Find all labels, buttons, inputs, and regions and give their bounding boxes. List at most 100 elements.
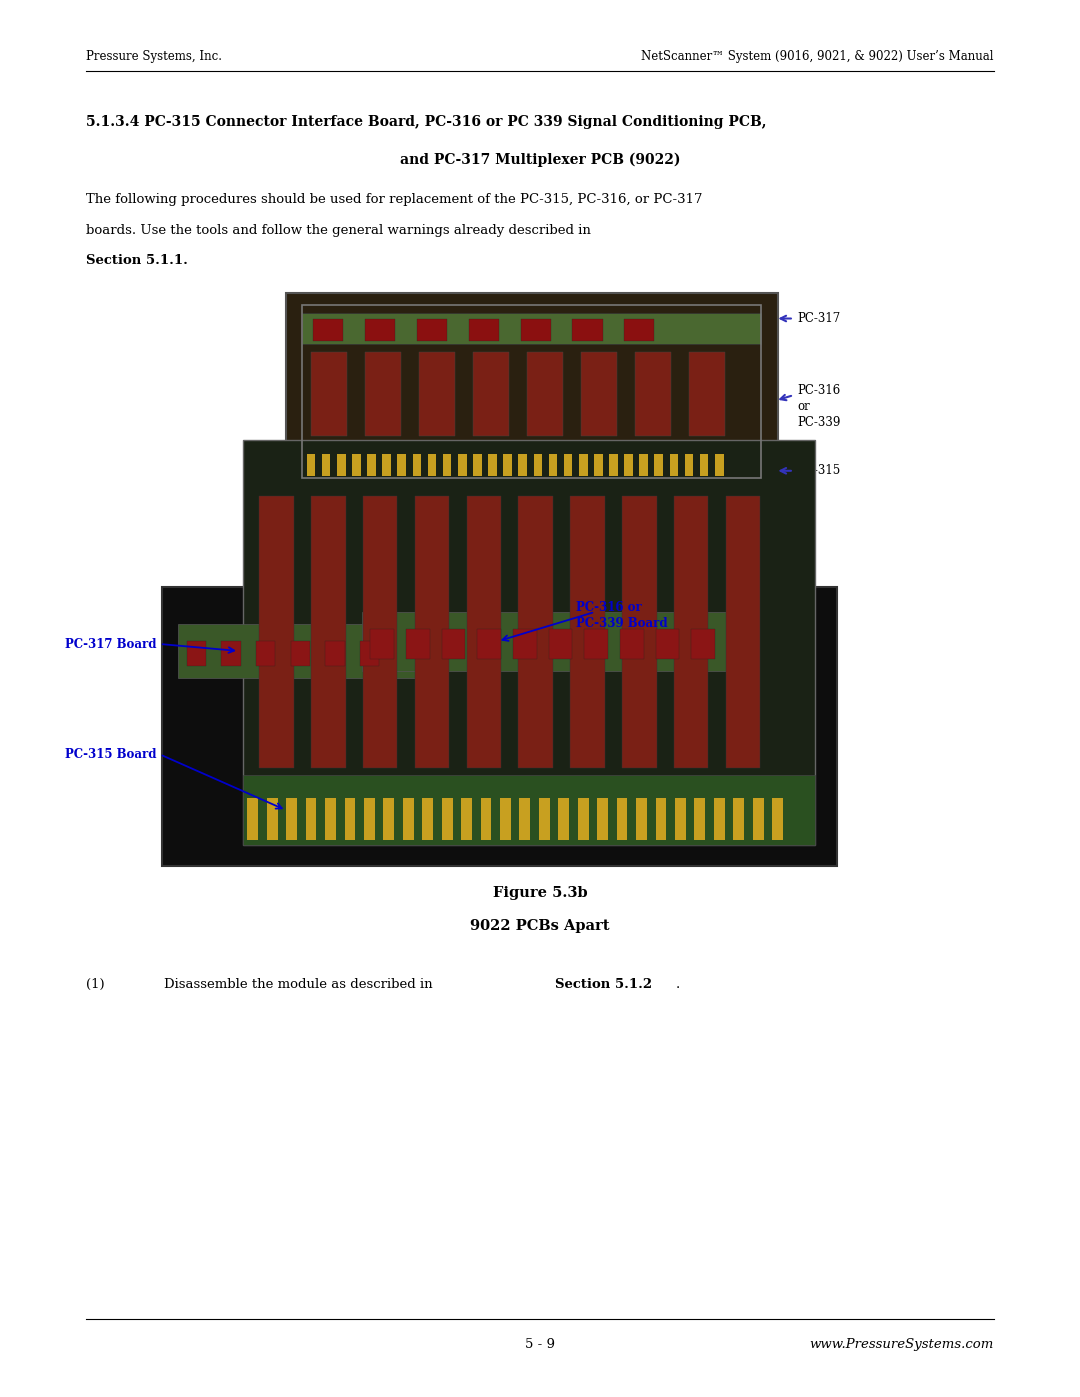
Text: Figure 5.3b: Figure 5.3b bbox=[492, 886, 588, 900]
Text: PC-315: PC-315 bbox=[797, 464, 840, 478]
FancyBboxPatch shape bbox=[477, 629, 501, 659]
FancyBboxPatch shape bbox=[467, 496, 501, 768]
FancyBboxPatch shape bbox=[597, 798, 608, 840]
FancyBboxPatch shape bbox=[443, 454, 451, 476]
FancyBboxPatch shape bbox=[594, 454, 603, 476]
FancyBboxPatch shape bbox=[564, 454, 572, 476]
FancyBboxPatch shape bbox=[302, 313, 761, 344]
FancyBboxPatch shape bbox=[365, 352, 401, 436]
FancyBboxPatch shape bbox=[584, 629, 608, 659]
Text: PC-315 Board: PC-315 Board bbox=[65, 747, 157, 761]
FancyBboxPatch shape bbox=[247, 798, 258, 840]
FancyBboxPatch shape bbox=[689, 352, 725, 436]
FancyBboxPatch shape bbox=[558, 798, 569, 840]
Text: 5 - 9: 5 - 9 bbox=[525, 1338, 555, 1351]
FancyBboxPatch shape bbox=[286, 293, 778, 489]
FancyBboxPatch shape bbox=[307, 454, 315, 476]
FancyBboxPatch shape bbox=[518, 496, 553, 768]
FancyBboxPatch shape bbox=[458, 454, 467, 476]
FancyBboxPatch shape bbox=[622, 496, 657, 768]
Text: NetScanner™ System (9016, 9021, & 9022) User’s Manual: NetScanner™ System (9016, 9021, & 9022) … bbox=[642, 50, 994, 63]
FancyBboxPatch shape bbox=[715, 454, 724, 476]
FancyBboxPatch shape bbox=[691, 629, 715, 659]
FancyBboxPatch shape bbox=[428, 454, 436, 476]
FancyBboxPatch shape bbox=[417, 319, 447, 341]
Text: Disassemble the module as described in: Disassemble the module as described in bbox=[164, 978, 437, 990]
FancyBboxPatch shape bbox=[488, 454, 497, 476]
FancyBboxPatch shape bbox=[367, 454, 376, 476]
FancyBboxPatch shape bbox=[519, 798, 530, 840]
FancyBboxPatch shape bbox=[694, 798, 705, 840]
FancyBboxPatch shape bbox=[572, 319, 603, 341]
FancyBboxPatch shape bbox=[243, 775, 815, 845]
FancyBboxPatch shape bbox=[675, 798, 686, 840]
FancyBboxPatch shape bbox=[481, 798, 491, 840]
FancyBboxPatch shape bbox=[442, 629, 465, 659]
FancyBboxPatch shape bbox=[518, 454, 527, 476]
FancyBboxPatch shape bbox=[313, 319, 343, 341]
FancyBboxPatch shape bbox=[286, 798, 297, 840]
FancyBboxPatch shape bbox=[413, 454, 421, 476]
FancyBboxPatch shape bbox=[570, 496, 605, 768]
FancyBboxPatch shape bbox=[549, 454, 557, 476]
FancyBboxPatch shape bbox=[639, 454, 648, 476]
FancyBboxPatch shape bbox=[415, 496, 449, 768]
FancyBboxPatch shape bbox=[726, 496, 760, 768]
FancyBboxPatch shape bbox=[670, 454, 678, 476]
Text: Section 5.1.2: Section 5.1.2 bbox=[555, 978, 652, 990]
FancyBboxPatch shape bbox=[500, 798, 511, 840]
FancyBboxPatch shape bbox=[362, 612, 751, 671]
FancyBboxPatch shape bbox=[178, 624, 421, 678]
Text: Figure 5.3a: Figure 5.3a bbox=[492, 509, 588, 522]
FancyBboxPatch shape bbox=[397, 454, 406, 476]
FancyBboxPatch shape bbox=[325, 798, 336, 840]
FancyBboxPatch shape bbox=[534, 454, 542, 476]
FancyBboxPatch shape bbox=[422, 798, 433, 840]
Text: The following procedures should be used for replacement of the PC-315, PC-316, o: The following procedures should be used … bbox=[86, 193, 703, 205]
FancyBboxPatch shape bbox=[370, 629, 394, 659]
FancyBboxPatch shape bbox=[473, 352, 509, 436]
FancyBboxPatch shape bbox=[311, 496, 346, 768]
Text: and PC-317 Multiplexer PCB (9022): and PC-317 Multiplexer PCB (9022) bbox=[400, 152, 680, 166]
FancyBboxPatch shape bbox=[325, 641, 345, 666]
FancyBboxPatch shape bbox=[624, 454, 633, 476]
FancyBboxPatch shape bbox=[337, 454, 346, 476]
Text: www.PressureSystems.com: www.PressureSystems.com bbox=[809, 1338, 994, 1351]
FancyBboxPatch shape bbox=[733, 798, 744, 840]
FancyBboxPatch shape bbox=[700, 454, 708, 476]
FancyBboxPatch shape bbox=[469, 319, 499, 341]
FancyBboxPatch shape bbox=[345, 798, 355, 840]
FancyBboxPatch shape bbox=[521, 319, 551, 341]
FancyBboxPatch shape bbox=[578, 798, 589, 840]
Text: ›: › bbox=[697, 542, 703, 557]
Text: PC-317: PC-317 bbox=[797, 312, 840, 326]
FancyBboxPatch shape bbox=[360, 641, 379, 666]
FancyBboxPatch shape bbox=[403, 798, 414, 840]
FancyBboxPatch shape bbox=[656, 798, 666, 840]
Text: PC-317 Board: PC-317 Board bbox=[65, 637, 157, 651]
FancyBboxPatch shape bbox=[256, 641, 275, 666]
Text: boards. Use the tools and follow the general warnings already described in: boards. Use the tools and follow the gen… bbox=[86, 224, 591, 236]
FancyBboxPatch shape bbox=[674, 496, 708, 768]
FancyBboxPatch shape bbox=[617, 798, 627, 840]
FancyBboxPatch shape bbox=[620, 629, 644, 659]
Text: 5.1.3.4 PC-315 Connector Interface Board, PC-316 or PC 339 Signal Conditioning P: 5.1.3.4 PC-315 Connector Interface Board… bbox=[86, 115, 767, 129]
FancyBboxPatch shape bbox=[364, 798, 375, 840]
FancyBboxPatch shape bbox=[513, 629, 537, 659]
Text: 9022 PCBs Outside the Housing: 9022 PCBs Outside the Housing bbox=[408, 542, 672, 556]
FancyBboxPatch shape bbox=[656, 629, 679, 659]
FancyBboxPatch shape bbox=[302, 441, 761, 478]
FancyBboxPatch shape bbox=[624, 319, 654, 341]
FancyBboxPatch shape bbox=[442, 798, 453, 840]
FancyBboxPatch shape bbox=[685, 454, 693, 476]
Text: (1): (1) bbox=[86, 978, 105, 990]
FancyBboxPatch shape bbox=[406, 629, 430, 659]
FancyBboxPatch shape bbox=[714, 798, 725, 840]
FancyBboxPatch shape bbox=[382, 454, 391, 476]
FancyBboxPatch shape bbox=[636, 798, 647, 840]
FancyBboxPatch shape bbox=[419, 352, 455, 436]
Text: Pressure Systems, Inc.: Pressure Systems, Inc. bbox=[86, 50, 222, 63]
FancyBboxPatch shape bbox=[461, 798, 472, 840]
FancyBboxPatch shape bbox=[527, 352, 563, 436]
Text: 9022 PCBs Apart: 9022 PCBs Apart bbox=[470, 919, 610, 933]
